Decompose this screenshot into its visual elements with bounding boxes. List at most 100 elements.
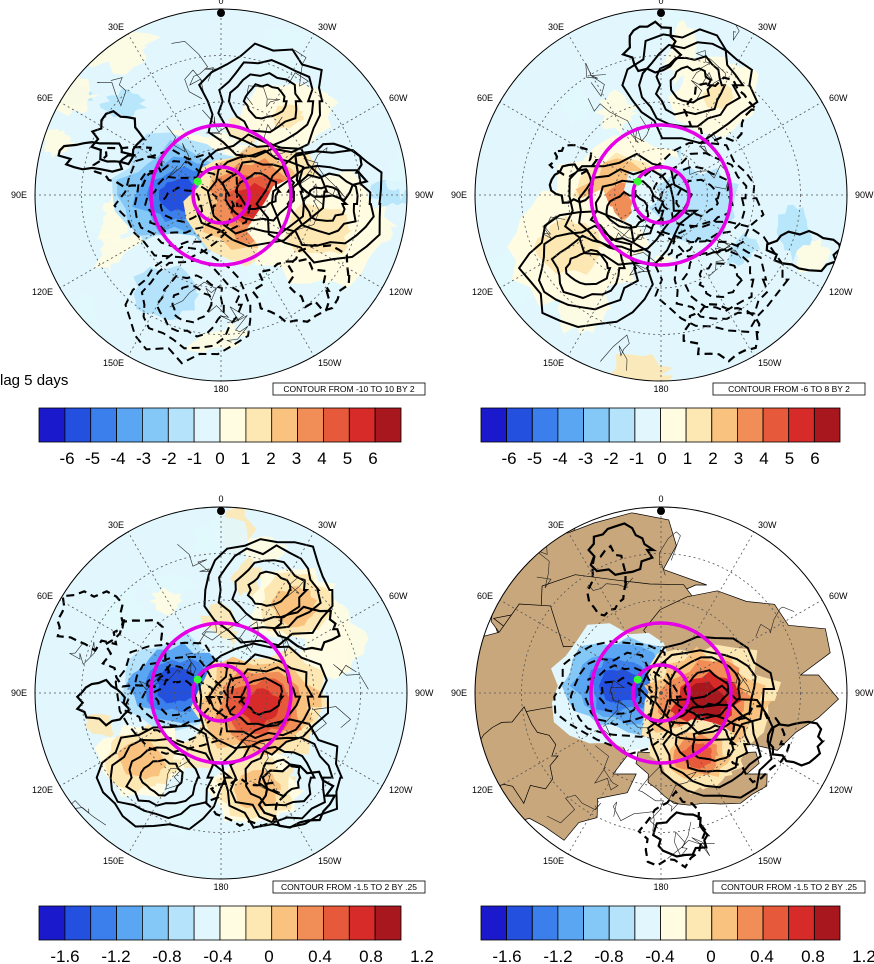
coastline [690,68,713,101]
contour-line [89,109,147,166]
meridian-line [127,194,222,357]
meridian-line [59,692,222,787]
colorbar-swatch [167,905,195,941]
meridian-line [567,531,662,694]
colorbar-swatch [167,407,195,443]
longitude-label: 30W [758,520,777,530]
colorbar-swatch [116,407,143,443]
colorbar-swatch [193,407,221,443]
contour-line [221,718,344,829]
colorbar-swatch [737,905,764,941]
colorbar-swatch [64,407,92,443]
contour-line [217,59,315,148]
contour-line [691,724,738,763]
reference-ring-inner [191,165,251,225]
anomaly-patch [166,793,196,839]
colorbar-swatch [531,407,559,443]
anomaly-patch [234,536,289,562]
coastline [542,215,566,239]
latitude-circle [567,101,755,289]
contour-line [651,152,748,244]
longitude-label: 90W [415,190,434,200]
longitude-label: 60W [389,93,408,103]
contour-line [638,41,745,128]
colorbar-swatch [348,905,376,941]
contour-line [605,190,650,229]
contour-line [586,544,628,617]
longitude-label: 150W [318,856,342,866]
longitude-label: 0 [218,494,223,504]
coastline [169,281,221,308]
colorbar-tick-label: -4 [552,449,567,468]
colorbar-swatch [660,407,687,443]
contour-line [203,776,288,827]
contour-info-box [272,880,426,894]
longitude-label: 150W [758,358,782,368]
contour-line [242,83,288,120]
colorbar-swatch [322,407,350,443]
meridian-line [660,33,755,196]
longitude-label: 90E [11,688,27,698]
contour-line [250,257,331,324]
longitude-label: 90W [855,688,874,698]
longitude-label: 30W [758,22,777,32]
colorbar-swatch [685,407,713,443]
meridian-line [220,194,315,357]
colorbar-swatch [245,407,273,443]
colorbar-tick-label: 1 [241,449,250,468]
contour-line [765,229,842,273]
colorbar-swatch [557,407,584,443]
coastline [638,764,664,829]
map-panel-top-left: 0 30W 60W 90W 120W 150W 180 150E 120E 90E 60E 30E CO… [11,0,434,468]
longitude-label: 60W [829,93,848,103]
meridian-line [660,194,755,357]
contour-info-box [712,382,866,396]
contour-line [159,186,204,223]
contour-line [548,143,599,178]
coastline [197,614,247,645]
longitude-label: 150E [103,856,124,866]
contour-info-box [272,382,426,396]
map-field [475,9,847,381]
map-border [474,8,848,382]
contour-line [257,763,337,829]
meridian-line [660,692,823,787]
reference-ring-outer [149,621,293,765]
colorbar-tick-label: -1.2 [101,947,130,964]
colorbar-tick-label: 1.2 [410,947,434,964]
colorbar-swatch [737,407,764,443]
coastline [609,680,626,707]
contour-line [255,148,383,264]
colorbar-swatch [193,905,221,941]
longitude-label: 60E [477,93,493,103]
coastline [226,315,249,343]
station-marker [633,177,642,186]
coastline [603,699,649,737]
contour-line [302,185,349,222]
meridian-line [220,599,383,694]
anomaly-contour-fill [679,277,714,307]
longitude-label: 30E [548,520,564,530]
coastline [288,49,309,87]
meridian-line [127,33,222,196]
anomaly-patch [144,573,205,597]
coastline [68,641,95,665]
longitude-label: 60E [477,591,493,601]
contour-line [537,224,640,311]
contour-line [647,684,775,799]
colorbar-tick-label: 4 [759,449,768,468]
longitude-label: 180 [653,882,668,892]
colorbar-swatch [557,905,584,941]
contour-line [240,676,285,716]
contour-line [553,640,683,756]
reference-ring-outer [589,621,733,765]
longitude-label: 150W [318,358,342,368]
colorbar-swatch [374,905,402,941]
contour-line [569,651,672,738]
colorbar-swatch [245,905,273,941]
pole-dot [657,9,665,17]
anomaly-contour-fill [279,591,311,618]
longitude-label: 120E [32,287,53,297]
colorbar-tick-label: 6 [368,449,377,468]
